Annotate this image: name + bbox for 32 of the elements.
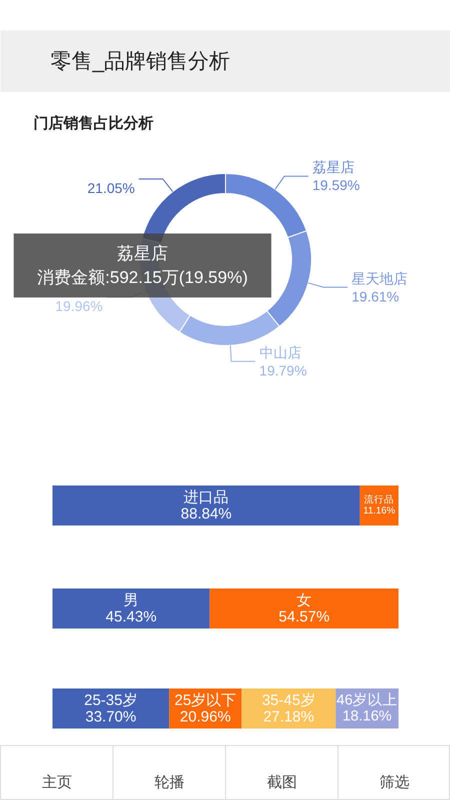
text: 轮播 <box>154 774 184 791</box>
data-label: 19.59% <box>312 177 360 194</box>
series-label: 进口品 <box>184 488 229 506</box>
slice-label: 荔星店 <box>312 159 354 176</box>
text: 筛选 <box>379 774 410 791</box>
series-label: 流行品 <box>364 494 394 506</box>
data-label: 19.96% <box>55 298 103 314</box>
series-label: 男 <box>124 592 139 609</box>
data-label: 33.70% <box>85 708 136 726</box>
data-label: 20.96% <box>180 708 231 726</box>
chart-subtitle: 门店销售占比分析 <box>34 114 154 132</box>
data-label: 88.84% <box>180 505 232 522</box>
series-label: 女 <box>296 592 312 609</box>
data-label: 27.18% <box>263 708 314 726</box>
series-label: 35-45岁 <box>262 692 316 709</box>
chart-title: 零售_品牌销售分析 <box>50 50 230 73</box>
text: 主页 <box>42 774 72 791</box>
text: 消费金额:592.15万(19.59%) <box>37 268 248 287</box>
series-label: 25岁以下 <box>174 692 236 709</box>
data-label: 54.57% <box>278 608 330 626</box>
text: 截图 <box>266 774 297 791</box>
slice-label: 星天地店 <box>352 270 408 286</box>
text: 荔星店 <box>117 244 168 263</box>
slice-label: 中山店 <box>259 344 302 360</box>
data-label: 11.16% <box>363 505 396 516</box>
data-label: 19.61% <box>352 288 400 304</box>
series-label: 46岁以上 <box>336 692 398 709</box>
data-label: 21.05% <box>87 180 135 196</box>
series-label: 25-35岁 <box>84 692 138 709</box>
data-label: 19.79% <box>259 362 307 378</box>
data-label: 18.16% <box>342 708 392 724</box>
data-label: 45.43% <box>106 608 157 626</box>
